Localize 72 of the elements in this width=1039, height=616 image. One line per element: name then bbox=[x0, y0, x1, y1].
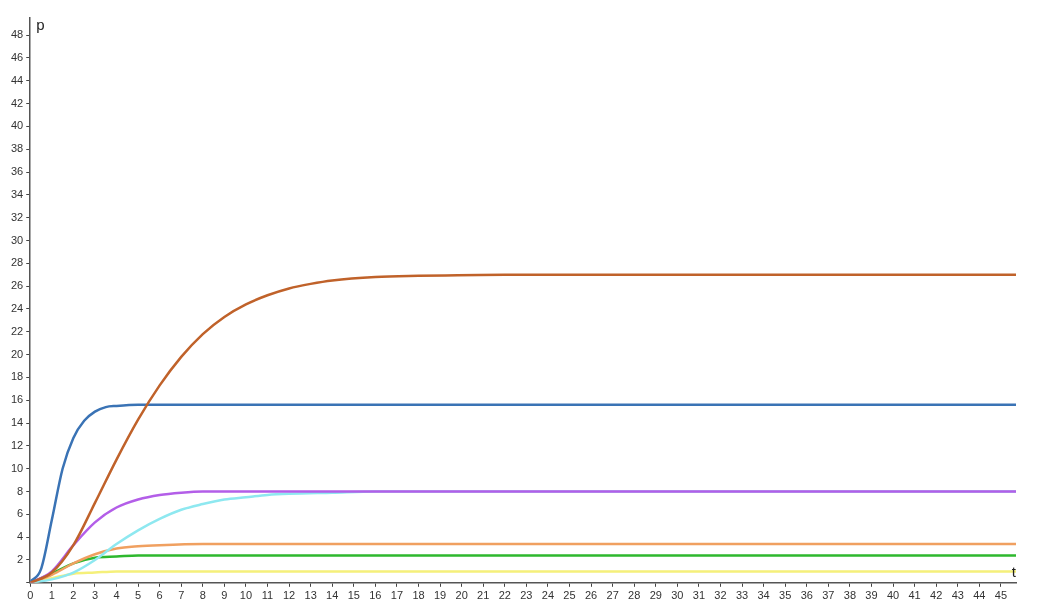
x-tick-label: 11 bbox=[261, 589, 274, 602]
x-tick-label: 37 bbox=[822, 589, 835, 602]
x-tick-label: 4 bbox=[113, 589, 120, 602]
x-tick-label: 23 bbox=[520, 589, 533, 602]
y-tick-label: 18 bbox=[10, 370, 24, 383]
y-tick-label: 2 bbox=[17, 553, 24, 566]
x-tick-label: 17 bbox=[390, 589, 404, 602]
x-tick-label: 31 bbox=[692, 589, 706, 602]
x-tick-label: 35 bbox=[779, 589, 792, 602]
x-tick-label: 0 bbox=[27, 589, 34, 602]
x-tick-label: 22 bbox=[498, 589, 511, 602]
x-tick-label: 15 bbox=[347, 589, 360, 602]
y-tick-label: 22 bbox=[10, 324, 24, 337]
x-tick-label: 34 bbox=[757, 589, 770, 602]
x-tick-label: 2 bbox=[70, 589, 77, 602]
y-tick-label: 46 bbox=[10, 50, 24, 63]
x-tick-label: 39 bbox=[865, 589, 878, 602]
y-tick-label: 6 bbox=[17, 507, 24, 520]
x-tick-label: 16 bbox=[369, 589, 382, 602]
x-tick-label: 26 bbox=[584, 589, 598, 602]
x-tick-label: 38 bbox=[843, 589, 857, 602]
x-tick-label: 20 bbox=[455, 589, 468, 602]
x-tick-label: 8 bbox=[199, 589, 206, 602]
y-tick-label: 38 bbox=[10, 142, 24, 155]
x-tick-label: 18 bbox=[412, 589, 425, 602]
y-tick-label: 24 bbox=[10, 301, 24, 314]
x-tick-label: 5 bbox=[135, 589, 142, 602]
y-tick-label: 40 bbox=[10, 119, 24, 132]
y-tick-label: 12 bbox=[10, 438, 24, 451]
y-tick-label: 28 bbox=[10, 256, 24, 269]
x-tick-label: 1 bbox=[48, 589, 55, 602]
y-tick-label: 10 bbox=[10, 461, 24, 474]
y-tick-label: 42 bbox=[10, 96, 24, 109]
x-tick-label: 32 bbox=[714, 589, 727, 602]
y-tick-label: 30 bbox=[10, 233, 24, 246]
x-tick-label: 10 bbox=[239, 589, 253, 602]
y-tick-label: 16 bbox=[10, 393, 24, 406]
x-tick-label: 45 bbox=[994, 589, 1008, 602]
y-tick-label: 44 bbox=[10, 73, 24, 86]
x-tick-label: 27 bbox=[606, 589, 619, 602]
x-tick-label: 9 bbox=[221, 589, 228, 602]
x-tick-label: 28 bbox=[628, 589, 641, 602]
x-tick-label: 14 bbox=[326, 589, 339, 602]
x-tick-label: 41 bbox=[908, 589, 921, 602]
y-tick-label: 32 bbox=[10, 210, 24, 223]
y-tick-label: 8 bbox=[17, 484, 24, 497]
x-tick-label: 12 bbox=[282, 589, 296, 602]
x-tick-label: 42 bbox=[930, 589, 943, 602]
y-tick-label: 26 bbox=[10, 279, 24, 292]
y-tick-label: 48 bbox=[10, 28, 24, 41]
x-tick-label: 43 bbox=[951, 589, 964, 602]
y-tick-label: 4 bbox=[17, 530, 24, 543]
y-tick-label: 20 bbox=[10, 347, 24, 360]
x-tick-label: 36 bbox=[800, 589, 813, 602]
x-tick-label: 7 bbox=[178, 589, 185, 602]
y-tick-label: 36 bbox=[10, 165, 24, 178]
y-tick-label: 34 bbox=[10, 187, 24, 200]
x-tick-label: 33 bbox=[735, 589, 749, 602]
x-axis-title: t bbox=[1011, 563, 1017, 581]
x-tick-label: 19 bbox=[433, 589, 447, 602]
x-tick-label: 21 bbox=[477, 589, 490, 602]
x-tick-label: 24 bbox=[541, 589, 555, 602]
y-tick-label: 14 bbox=[10, 416, 24, 429]
x-tick-label: 40 bbox=[886, 589, 900, 602]
x-tick-label: 44 bbox=[973, 589, 986, 602]
y-axis-title: p bbox=[36, 15, 45, 33]
x-tick-label: 6 bbox=[156, 589, 163, 602]
x-tick-label: 30 bbox=[671, 589, 684, 602]
x-tick-label: 13 bbox=[304, 589, 317, 602]
x-tick-label: 29 bbox=[649, 589, 662, 602]
x-tick-label: 25 bbox=[563, 589, 576, 602]
x-tick-label: 3 bbox=[91, 589, 99, 602]
